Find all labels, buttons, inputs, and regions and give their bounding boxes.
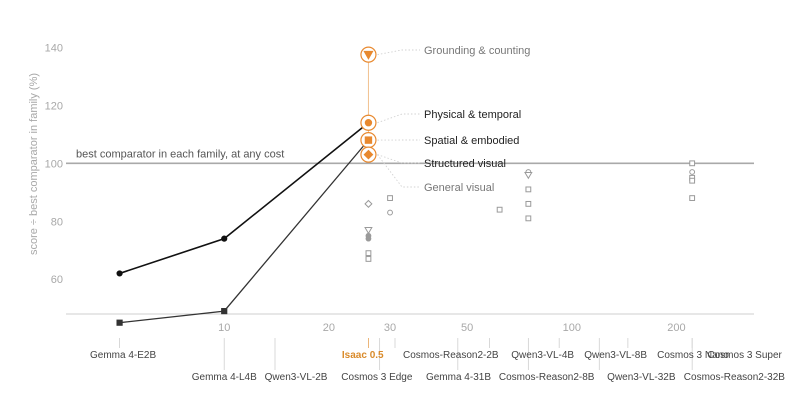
comparator-point (525, 186, 532, 193)
comparator-point (689, 169, 696, 175)
series-point (221, 308, 228, 315)
comparator-point (387, 209, 393, 216)
comparator-point (496, 206, 503, 213)
model-label: Cosmos 3 Super (707, 350, 782, 361)
reference-line-label: best comparator in each family, at any c… (76, 148, 284, 160)
series-point (116, 270, 123, 277)
comparator-point (524, 171, 533, 180)
comparator-point (365, 256, 372, 262)
category-label: Spatial & embodied (424, 135, 519, 147)
y-tick-label: 60 (51, 274, 63, 286)
comparator-point (387, 195, 393, 201)
y-tick-label: 140 (45, 42, 63, 54)
x-tick-label: 20 (323, 322, 335, 334)
comparator-point (525, 215, 532, 222)
model-label: Cosmos-Reason2-8B (499, 372, 595, 383)
series-line (119, 122, 369, 275)
series-point (221, 235, 228, 242)
comparator-point (689, 160, 696, 167)
highlight-point (364, 119, 373, 127)
category-leader (377, 113, 420, 124)
model-label: Qwen3-VL-8B (584, 350, 647, 361)
comparator-point (689, 195, 696, 201)
category-labels: Grounding & counting Physical & temporal S… (377, 45, 530, 194)
y-axis-label: score ÷ best comparator in family (%) (28, 73, 40, 255)
highlight-point (363, 149, 374, 160)
model-labels: Gemma 4-E2B Isaac 0.5 Cosmos-Reason2-2B Qwe… (90, 338, 785, 383)
reference-line-group: best comparator in each family, at any c… (66, 148, 754, 165)
category-leader (377, 154, 420, 164)
category-leader (377, 49, 420, 56)
comparator-point (365, 235, 372, 242)
model-label: Gemma 4-E2B (90, 350, 156, 361)
category-label: Structured visual (424, 158, 506, 170)
category-label: Physical & temporal (424, 109, 521, 121)
model-label: Cosmos 3 Edge (341, 372, 413, 383)
model-label: Isaac 0.5 (342, 350, 384, 361)
model-label: Gemma 4-L4B (192, 372, 257, 383)
highlight-point (363, 50, 374, 60)
x-tick-label: 30 (384, 322, 396, 334)
comparator-points (364, 160, 696, 262)
category-label: Grounding & counting (424, 45, 530, 57)
category-leader (377, 154, 420, 188)
x-tick-label: 50 (461, 322, 473, 334)
x-tick-label: 200 (667, 322, 685, 334)
comparator-point (689, 177, 696, 184)
y-tick-label: 120 (45, 100, 63, 112)
comparator-point (364, 199, 373, 208)
axes: 60 80 100 120 140 10 20 30 50 100 200 score ÷ best … (28, 42, 754, 334)
x-tick-label: 100 (563, 322, 581, 334)
series-point (116, 319, 123, 326)
model-label: Gemma 4-31B (426, 372, 491, 383)
series-lines (116, 122, 369, 326)
comparator-point (365, 250, 372, 257)
model-label: Cosmos-Reason2-2B (403, 350, 499, 361)
highlight-points (360, 46, 377, 163)
model-label: Qwen3-VL-2B (265, 372, 328, 383)
model-label: Qwen3-VL-4B (511, 350, 574, 361)
y-tick-label: 80 (51, 216, 63, 228)
highlight-point (364, 136, 373, 144)
series-line (119, 139, 369, 324)
y-tick-label: 100 (45, 158, 63, 170)
model-label: Cosmos 3 Nano (657, 350, 729, 361)
model-label: Cosmos-Reason2-32B (684, 372, 785, 383)
x-tick-label: 10 (218, 322, 230, 334)
category-label: General visual (424, 182, 494, 194)
model-label: Qwen3-VL-32B (607, 372, 676, 383)
comparator-point (525, 200, 532, 207)
comparator-point (364, 227, 373, 235)
